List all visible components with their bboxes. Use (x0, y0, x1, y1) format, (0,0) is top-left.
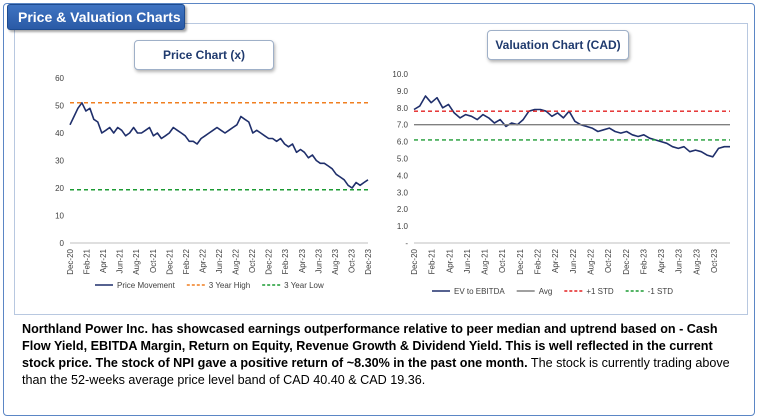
valuation-x-tick-label: Feb-22 (534, 248, 543, 274)
valuation-y-tick-label: 10.0 (392, 70, 408, 79)
price-x-tick-label: Aug-21 (132, 248, 141, 274)
valuation-x-tick-label: Oct-22 (604, 248, 613, 273)
price-x-tick-label: Apr-22 (198, 248, 207, 273)
valuation-y-tick-label: 3.0 (397, 188, 409, 197)
price-y-tick-label: 20 (55, 184, 64, 193)
price-x-tick-label: Dec-20 (66, 248, 75, 274)
valuation-x-tick-label: Aug-22 (586, 248, 595, 274)
valuation-legend-avg-label: Avg (539, 287, 553, 296)
summary-text: Northland Power Inc. has showcased earni… (22, 321, 742, 389)
price-x-tick-label: Dec-22 (265, 248, 274, 274)
price-legend-3-year-high-label: 3 Year High (209, 281, 250, 290)
price-x-tick-label: Apr-21 (99, 248, 108, 273)
valuation-x-tick-label: Jun-21 (463, 248, 472, 273)
valuation-legend-1-std-label: +1 STD (586, 287, 614, 296)
price-x-tick-label: Oct-21 (149, 248, 158, 273)
valuation-chart-title: Valuation Chart (CAD) (487, 30, 629, 60)
valuation-x-tick-label: Oct-21 (498, 248, 507, 273)
valuation-legend-1-std-label: -1 STD (648, 287, 674, 296)
valuation-x-tick-label: Dec-20 (410, 248, 419, 274)
price-x-tick-label: Aug-23 (331, 248, 340, 274)
price-legend-price-movement-label: Price Movement (117, 281, 176, 290)
price-x-tick-label: Oct-23 (347, 248, 356, 273)
valuation-x-tick-label: Aug-21 (481, 248, 490, 274)
summary-normal-text: The stock is currently trading above tha… (22, 356, 730, 387)
price-x-tick-label: Oct-22 (248, 248, 257, 273)
price-x-tick-label: Feb-22 (182, 248, 191, 274)
valuation-y-tick-label: 1.0 (397, 222, 409, 231)
section-header-tab: Price & Valuation Charts (7, 4, 185, 30)
valuation-y-tick-label: 2.0 (397, 205, 409, 214)
price-y-tick-label: 50 (55, 102, 64, 111)
valuation-x-tick-label: Apr-22 (551, 248, 560, 273)
valuation-series-ev-to-ebitda-line (413, 95, 730, 158)
valuation-y-tick-label: 8.0 (397, 104, 409, 113)
charts-container (14, 23, 748, 315)
summary-bold-text: Northland Power Inc. has showcased earni… (22, 322, 718, 370)
price-y-tick-label: 40 (55, 129, 64, 138)
valuation-x-tick-label: Jun-22 (569, 248, 578, 273)
valuation-y-tick-label: 7.0 (397, 121, 409, 130)
price-x-tick-label: Apr-23 (298, 248, 307, 273)
valuation-x-tick-label: Dec-22 (622, 248, 631, 274)
price-y-tick-label: 0 (60, 239, 65, 248)
price-x-tick-label: Dec-23 (364, 248, 373, 274)
price-x-tick-label: Aug-22 (232, 248, 241, 274)
valuation-y-tick-label: 9.0 (397, 87, 409, 96)
valuation-x-tick-label: Oct-23 (710, 248, 719, 273)
price-x-tick-label: Feb-23 (281, 248, 290, 274)
valuation-x-tick-label: Apr-23 (657, 248, 666, 273)
valuation-x-tick-label: Aug-23 (692, 248, 701, 274)
valuation-y-tick-label: - (405, 239, 408, 248)
price-x-tick-label: Jun-23 (314, 248, 323, 273)
price-x-tick-label: Jun-22 (215, 248, 224, 273)
price-x-tick-label: Jun-21 (116, 248, 125, 273)
valuation-x-tick-label: Feb-23 (639, 248, 648, 274)
price-y-tick-label: 30 (55, 157, 64, 166)
price-y-tick-label: 60 (55, 74, 64, 83)
valuation-legend-ev-to-ebitda-label: EV to EBITDA (454, 287, 505, 296)
valuation-y-tick-label: 5.0 (397, 155, 409, 164)
valuation-y-tick-label: 6.0 (397, 138, 409, 147)
price-y-tick-label: 10 (55, 212, 64, 221)
price-x-tick-label: Dec-21 (165, 248, 174, 274)
valuation-y-tick-label: 4.0 (397, 171, 409, 180)
valuation-x-tick-label: Feb-21 (428, 248, 437, 274)
price-x-tick-label: Feb-21 (83, 248, 92, 274)
valuation-x-tick-label: Dec-21 (516, 248, 525, 274)
price-series-price-movement-line (69, 102, 369, 189)
valuation-x-tick-label: Apr-21 (445, 248, 454, 273)
valuation-x-tick-label: Jun-23 (675, 248, 684, 273)
price-chart-title: Price Chart (x) (134, 40, 274, 70)
price-legend-3-year-low-label: 3 Year Low (284, 281, 324, 290)
